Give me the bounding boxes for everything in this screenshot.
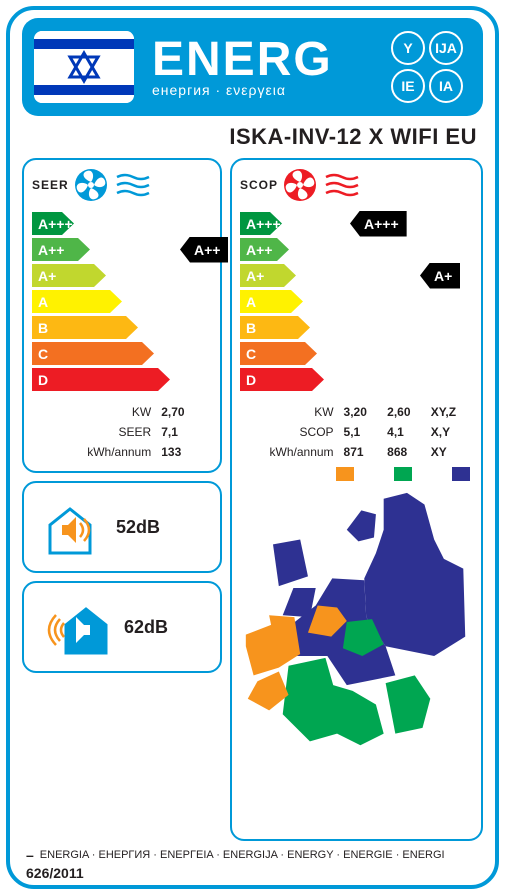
class-arrow: D [32, 368, 170, 391]
outdoor-sound-panel: 62dB [22, 581, 222, 673]
footer-dash: – [26, 847, 34, 863]
class-row: C [240, 342, 473, 365]
scop-class-stack: A+++ A+++ A++ A+ A+ ABCD [240, 212, 473, 391]
class-row: A+++ [32, 212, 212, 235]
data-value: 2,70 [157, 403, 210, 421]
indoor-sound-value: 52dB [116, 517, 160, 538]
data-value: XY,Z [427, 403, 471, 421]
seer-data-table: KW2,70SEER7,1kWh/annum133 [32, 401, 212, 463]
climate-swatch [452, 467, 470, 481]
seer-class-stack: A+++ A++A++ A+ ABCD [32, 212, 212, 391]
data-value: 871 [340, 443, 382, 461]
class-arrow: A+++ [240, 212, 282, 235]
data-value: 133 [157, 443, 210, 461]
outer-border: ENERG енергия · ενεργεια YIJAIEIA ISKA-I… [6, 6, 499, 889]
class-row: C [32, 342, 212, 365]
energ-title: ENERG [152, 36, 333, 84]
energ-subtitle: енергия · ενεργεια [152, 82, 286, 98]
data-label: kWh/annum [242, 443, 338, 461]
class-pointer: A+++ [350, 211, 407, 237]
footer: – ENERGIA · ЕНЕРГИЯ · ΕΝΕΡΓΕΙΑ · ENERGIJ… [22, 847, 483, 881]
class-arrow: A+ [32, 264, 106, 287]
class-arrow: C [240, 342, 317, 365]
class-row: A+ [32, 264, 212, 287]
header-suffix-circle: Y [391, 31, 425, 65]
data-label: KW [34, 403, 155, 421]
class-arrow: A+ [240, 264, 296, 287]
cooling-airflow-icon [115, 171, 155, 199]
class-row: D [240, 368, 473, 391]
class-row: B [240, 316, 473, 339]
data-label: SEER [34, 423, 155, 441]
header-suffix-circle: IE [391, 69, 425, 103]
class-row: A+ A+ [240, 264, 473, 287]
data-value: 868 [383, 443, 425, 461]
class-arrow: A [32, 290, 122, 313]
outdoor-sound-value: 62dB [124, 617, 168, 638]
data-value: XY [427, 443, 471, 461]
data-value: 3,20 [340, 403, 382, 421]
data-value: 7,1 [157, 423, 210, 441]
indoor-sound-panel: 52dB [22, 481, 222, 573]
class-pointer: A++ [180, 237, 228, 263]
indoor-sound-icon [38, 495, 102, 559]
seer-title: SEER [32, 178, 69, 192]
class-arrow: D [240, 368, 324, 391]
climate-swatch [394, 467, 412, 481]
heating-airflow-icon [324, 171, 364, 199]
header-suffix-circle: IA [429, 69, 463, 103]
scop-panel: SCOP [230, 158, 483, 841]
data-value: 5,1 [340, 423, 382, 441]
data-label: SCOP [242, 423, 338, 441]
seer-panel: SEER [22, 158, 222, 473]
heating-fan-icon [284, 169, 316, 201]
class-arrow: A [240, 290, 303, 313]
class-arrow: A++ [32, 238, 90, 261]
data-label: KW [242, 403, 338, 421]
class-row: A++ [240, 238, 473, 261]
class-row: D [32, 368, 212, 391]
data-value: X,Y [427, 423, 471, 441]
class-arrow: B [240, 316, 310, 339]
class-arrow: B [32, 316, 138, 339]
footer-text: ENERGIA · ЕНЕРГИЯ · ΕΝΕΡΓΕΙΑ · ENERGIJA … [40, 849, 445, 861]
climate-swatch [336, 467, 354, 481]
model-number: ISKA-INV-12 X WIFI EU [22, 116, 483, 156]
data-label: kWh/annum [34, 443, 155, 461]
data-value: 2,60 [383, 403, 425, 421]
class-row: A [240, 290, 473, 313]
climate-map [240, 487, 473, 757]
class-row: B [32, 316, 212, 339]
brand-flag-icon [34, 31, 134, 103]
header: ENERG енергия · ενεργεια YIJAIEIA [22, 18, 483, 116]
scop-data-table: KW3,202,60XY,Z SCOP5,14,1X,Y kWh/annum8718… [240, 401, 473, 463]
class-row: A+++ A+++ [240, 212, 473, 235]
class-pointer: A+ [420, 263, 460, 289]
scop-title: SCOP [240, 178, 278, 192]
class-arrow: A++ [240, 238, 289, 261]
scop-swatches [336, 467, 473, 481]
main-grid: SEER [22, 158, 483, 841]
outdoor-sound-icon [38, 595, 110, 659]
class-arrow: A+++ [32, 212, 74, 235]
class-row: A++A++ [32, 238, 212, 261]
data-value: 4,1 [383, 423, 425, 441]
class-row: A [32, 290, 212, 313]
regulation-number: 626/2011 [26, 865, 479, 881]
energy-label: ENERG енергия · ενεργεια YIJAIEIA ISKA-I… [0, 0, 505, 895]
energ-title-block: ENERG енергия · ενεργεια [134, 36, 391, 98]
header-suffix-circles: YIJAIEIA [391, 31, 471, 103]
cooling-fan-icon [75, 169, 107, 201]
class-arrow: C [32, 342, 154, 365]
header-suffix-circle: IJA [429, 31, 463, 65]
